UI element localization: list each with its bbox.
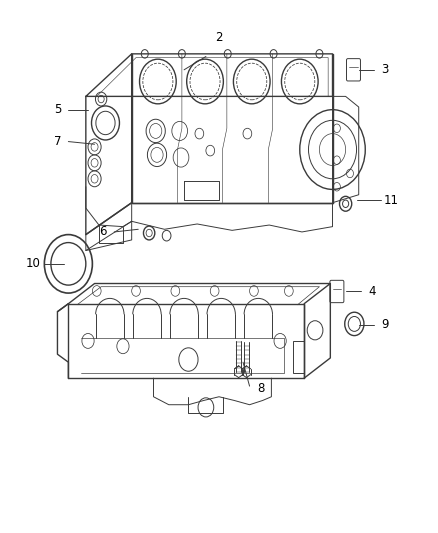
Text: 11: 11 [384,193,399,207]
Text: 2: 2 [215,31,223,44]
Text: 7: 7 [54,135,61,148]
Text: 4: 4 [368,285,375,298]
Text: 8: 8 [257,382,264,395]
Text: 9: 9 [381,319,389,332]
Bar [293,341,304,373]
Text: 5: 5 [54,103,61,116]
Text: 10: 10 [26,257,41,270]
Text: 6: 6 [99,225,107,238]
Text: 3: 3 [381,63,389,76]
